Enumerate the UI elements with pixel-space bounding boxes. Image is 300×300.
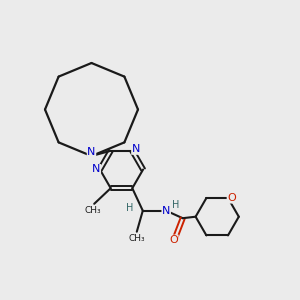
- Text: N: N: [162, 206, 170, 216]
- Text: H: H: [126, 203, 134, 213]
- Text: CH₃: CH₃: [84, 206, 101, 215]
- Text: CH₃: CH₃: [128, 234, 145, 243]
- Text: N: N: [132, 144, 140, 154]
- Text: N: N: [92, 164, 100, 175]
- Text: N: N: [87, 147, 96, 158]
- Text: O: O: [227, 193, 236, 203]
- Text: H: H: [172, 200, 179, 210]
- Text: O: O: [169, 235, 178, 245]
